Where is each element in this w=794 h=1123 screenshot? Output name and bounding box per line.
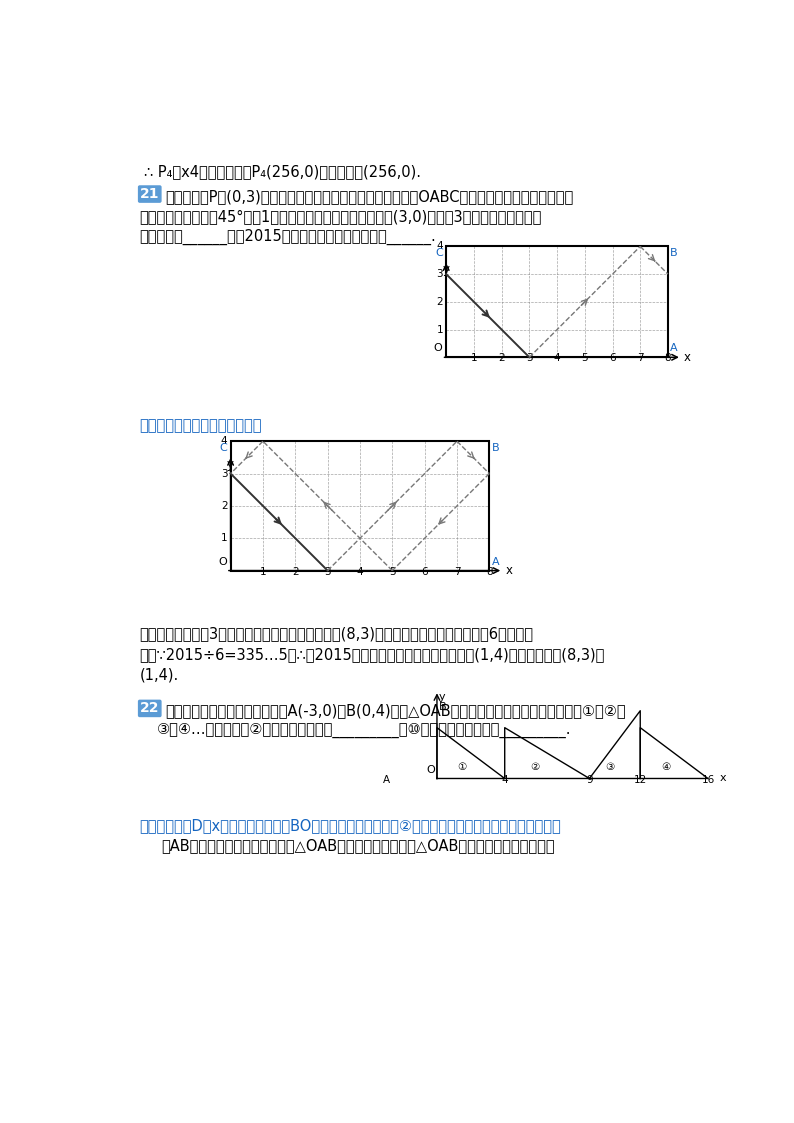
Text: 4: 4 [437, 241, 443, 252]
Text: B: B [670, 248, 678, 258]
Text: A: A [670, 344, 678, 354]
Text: 16: 16 [701, 775, 715, 785]
Text: 4: 4 [357, 567, 364, 577]
Text: 8: 8 [665, 354, 671, 364]
Text: 22: 22 [140, 702, 160, 715]
Text: y: y [443, 264, 449, 276]
Text: 21: 21 [140, 188, 160, 201]
FancyBboxPatch shape [139, 701, 161, 716]
Text: 5: 5 [581, 354, 588, 364]
Text: 8: 8 [486, 567, 492, 577]
Text: 3: 3 [221, 468, 228, 478]
Text: 【解答】求出D到x轴的距离以及得出BO的长，即可得出三角形②直角顶点的坐标，再利用勾股定理计算: 【解答】求出D到x轴的距离以及得出BO的长，即可得出三角形②直角顶点的坐标，再利… [140, 819, 561, 833]
Text: 4: 4 [553, 354, 561, 364]
Text: 7: 7 [637, 354, 644, 364]
Text: x: x [506, 564, 512, 577]
Text: 如图，动点P从(0,3)出发，沿所示方向运动，每当碰到长方形OABC的边时反弹，反弹后的路径与: 如图，动点P从(0,3)出发，沿所示方向运动，每当碰到长方形OABC的边时反弹，… [165, 189, 573, 203]
Text: 点。∵2015÷6=335…5，∴第2015次碰到长方形边上的点的坐标为(1,4)。故答案为：(8,3)，: 点。∵2015÷6=335…5，∴第2015次碰到长方形边上的点的坐标为(1,4… [140, 647, 605, 661]
Text: 4: 4 [221, 436, 228, 446]
Text: 6: 6 [609, 354, 616, 364]
Text: 2: 2 [221, 501, 228, 511]
Text: 3: 3 [526, 354, 533, 364]
Text: 2: 2 [292, 567, 299, 577]
Text: ∴ P₄在x4的正半轴上，P₄(256,0)，故答案为(256,0).: ∴ P₄在x4的正半轴上，P₄(256,0)，故答案为(256,0). [144, 164, 421, 179]
Text: ③、④…，则三角形②直角顶点的坐标为_________，⑩的直角顶点的坐标为_________.: ③、④…，则三角形②直角顶点的坐标为_________，⑩的直角顶点的坐标为__… [156, 723, 571, 738]
Text: ④: ④ [661, 761, 670, 772]
Text: B: B [491, 442, 499, 453]
Text: 点的坐标为______，第2015次碰到长方形边上的坐标为______.: 点的坐标为______，第2015次碰到长方形边上的坐标为______. [140, 229, 437, 245]
Text: 2: 2 [437, 296, 443, 307]
Text: C: C [220, 442, 228, 453]
Text: 7: 7 [453, 567, 461, 577]
Text: x: x [684, 350, 691, 364]
Text: ②: ② [530, 761, 540, 772]
Text: x: x [719, 774, 727, 784]
Text: ①: ① [457, 761, 467, 772]
Text: y: y [438, 692, 445, 702]
Text: y: y [227, 458, 234, 472]
Text: 3: 3 [437, 270, 443, 280]
Text: B: B [438, 702, 446, 712]
Text: 3: 3 [324, 567, 331, 577]
Text: 如图，在直角坐标系中，已知点A(-3,0)，B(0,4)，对△OAB连续作旋转变换，依次得到三角形①、②、: 如图，在直角坐标系中，已知点A(-3,0)，B(0,4)，对△OAB连续作旋转变… [165, 703, 626, 718]
Text: A: A [491, 557, 499, 567]
Text: 1: 1 [437, 325, 443, 335]
Text: 【解答】根据题意，如下图示：: 【解答】根据题意，如下图示： [140, 418, 262, 433]
Text: O: O [426, 766, 434, 775]
Text: 1: 1 [471, 354, 477, 364]
Text: 12: 12 [634, 775, 647, 785]
Text: 6: 6 [422, 567, 428, 577]
FancyBboxPatch shape [139, 186, 161, 202]
Text: 4: 4 [501, 775, 508, 785]
Text: (1,4).: (1,4). [140, 667, 179, 683]
Text: 长方形的边的夹角为45°，第1次碰到长方形边上的点的坐标为(3,0)，则第3次碰到长方形边上的: 长方形的边的夹角为45°，第1次碰到长方形边上的点的坐标为(3,0)，则第3次碰… [140, 209, 542, 223]
Text: A: A [383, 775, 390, 785]
Text: C: C [435, 248, 443, 258]
Text: 2: 2 [499, 354, 505, 364]
Text: 1: 1 [221, 533, 228, 544]
Text: 1: 1 [260, 567, 266, 577]
Text: 出AB，然后根据旋转的性质观察△OAB连续旋转变换，得到△OAB每三次旋转后回到原来的: 出AB，然后根据旋转的性质观察△OAB连续旋转变换，得到△OAB每三次旋转后回到… [161, 839, 555, 853]
Text: O: O [218, 557, 227, 567]
Text: ③: ③ [605, 761, 615, 772]
Text: 5: 5 [389, 567, 395, 577]
Text: O: O [434, 344, 442, 354]
Text: 根据图形可知，第3次碰到长方形边上的点的坐标为(8,3)；通过上图观察可知，每碰撞6次回到始: 根据图形可知，第3次碰到长方形边上的点的坐标为(8,3)；通过上图观察可知，每碰… [140, 626, 534, 641]
Text: 9: 9 [586, 775, 593, 785]
